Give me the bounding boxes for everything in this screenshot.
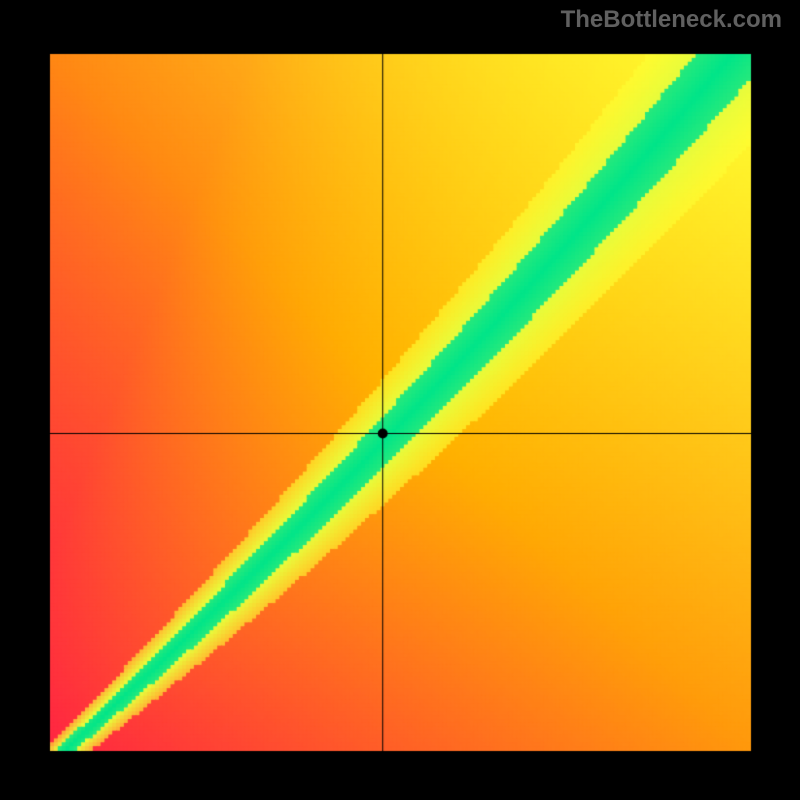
bottleneck-heatmap bbox=[0, 0, 800, 800]
watermark-text: TheBottleneck.com bbox=[561, 6, 782, 34]
